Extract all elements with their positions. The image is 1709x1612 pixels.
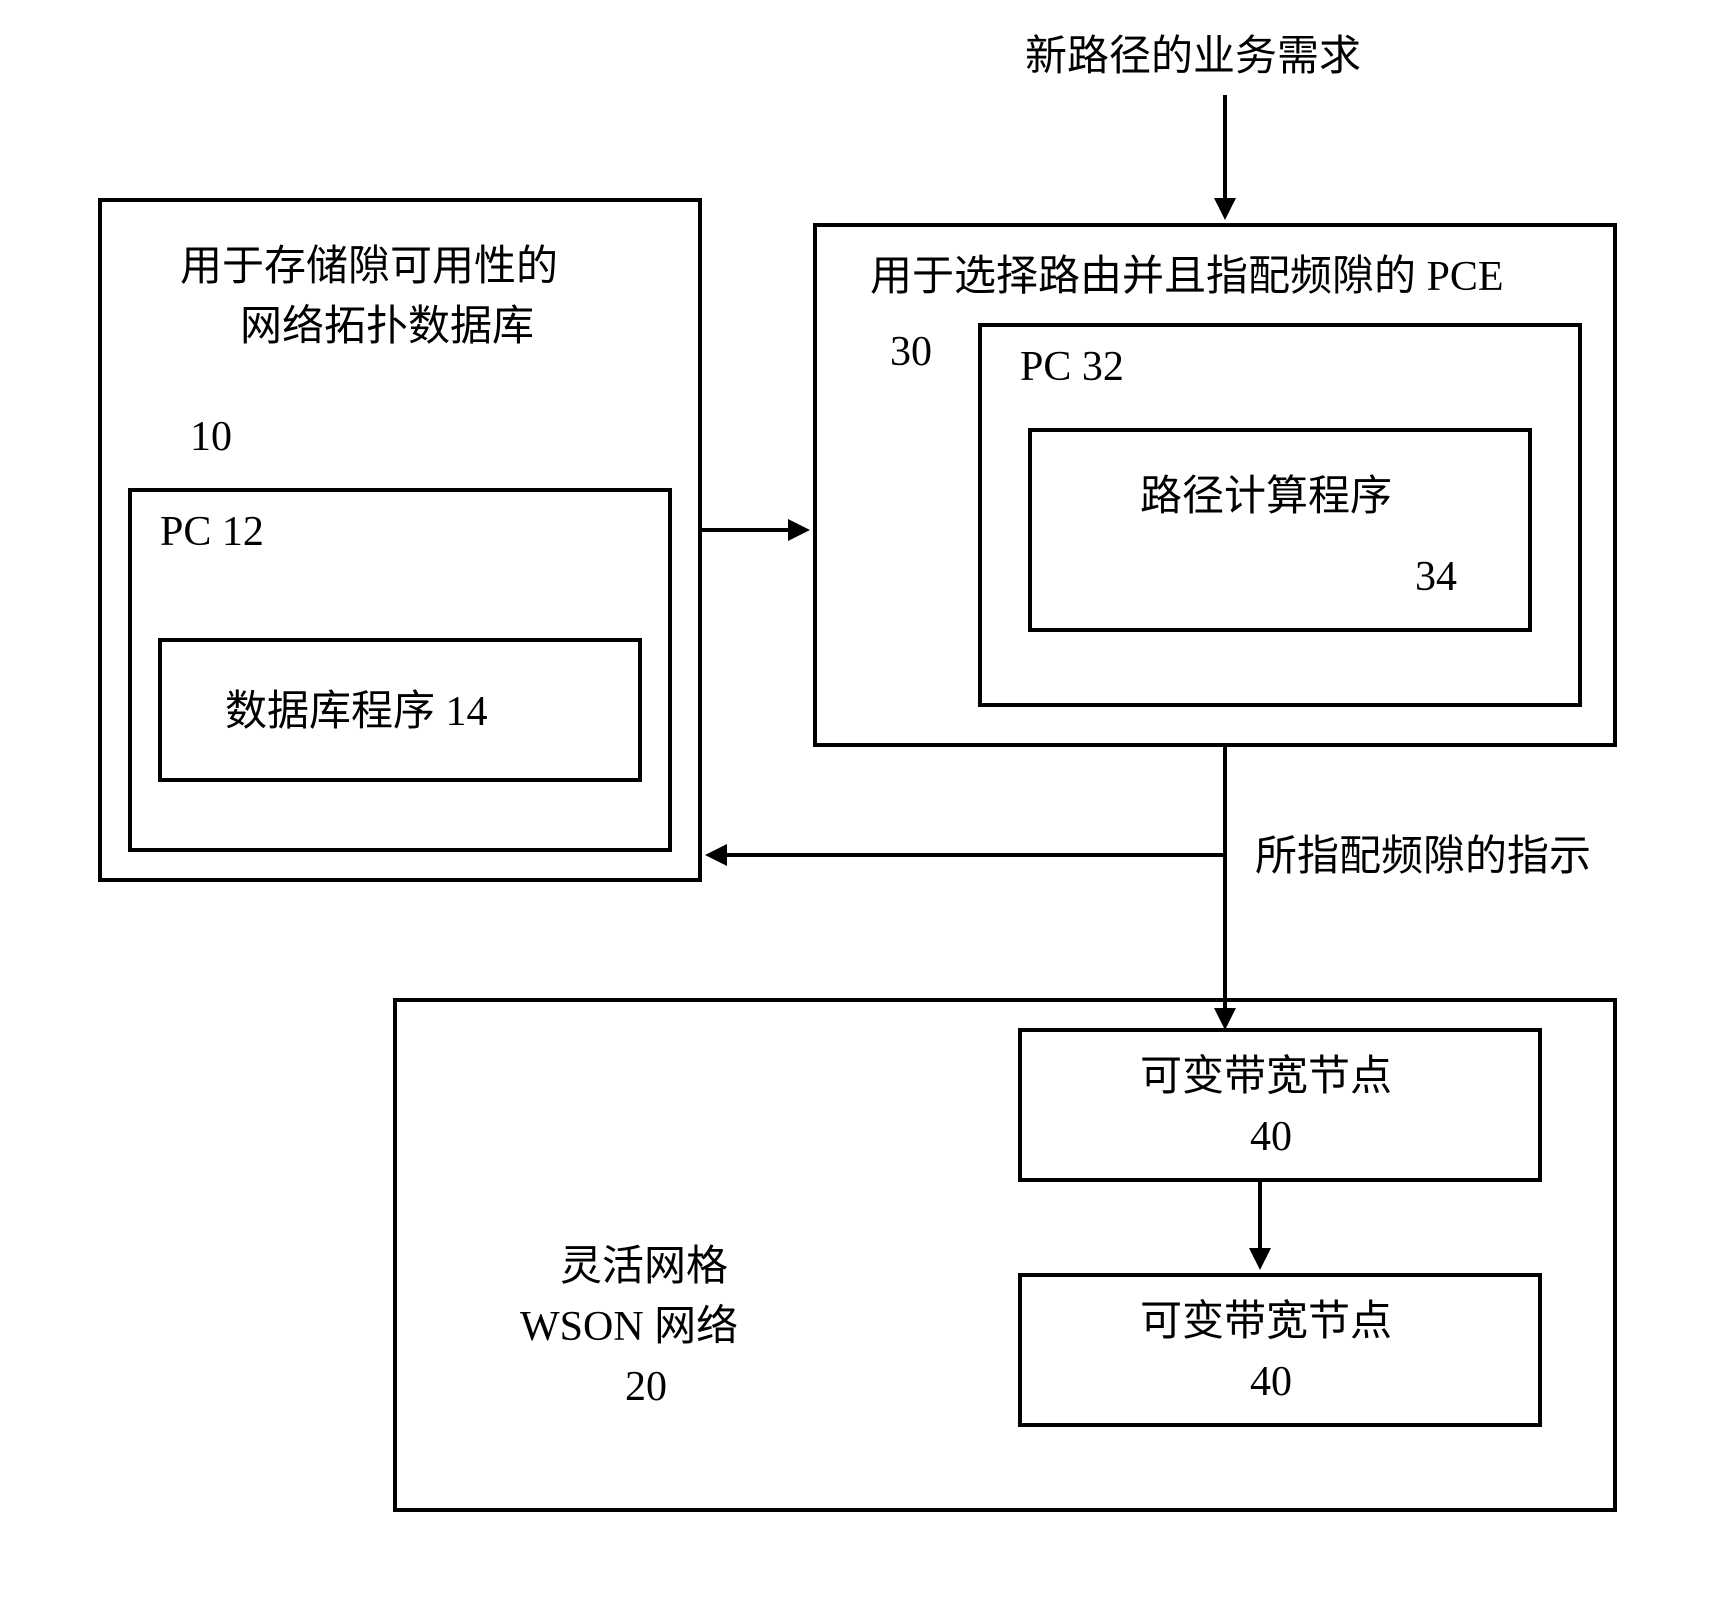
db-title-2: 网络拓扑数据库 bbox=[240, 303, 534, 350]
db-prog-label: 数据库程序 14 bbox=[225, 689, 488, 735]
pce-num: 30 bbox=[890, 329, 932, 375]
db-title-1: 用于存储隙可用性的 bbox=[180, 244, 558, 290]
wson-title-1: 灵活网格 bbox=[560, 1244, 728, 1290]
db-num: 10 bbox=[190, 414, 232, 460]
top-label: 新路径的业务需求 bbox=[1025, 34, 1361, 80]
wson-title-2: WSON 网络 bbox=[520, 1303, 738, 1350]
node1-label: 可变带宽节点 bbox=[1140, 1053, 1392, 1100]
node2-num: 40 bbox=[1250, 1359, 1292, 1405]
node1-num: 40 bbox=[1250, 1114, 1292, 1160]
db-pc-label: PC 12 bbox=[160, 509, 264, 555]
node2-label: 可变带宽节点 bbox=[1140, 1298, 1392, 1345]
pce-title: 用于选择路由并且指配频隙的 PCE bbox=[870, 254, 1504, 300]
pce-prog-label: 路径计算程序 bbox=[1140, 474, 1392, 520]
pce-prog-num: 34 bbox=[1415, 554, 1457, 600]
alloc-label: 所指配频隙的指示 bbox=[1255, 834, 1591, 880]
wson-num: 20 bbox=[625, 1364, 667, 1410]
pce-pc-label: PC 32 bbox=[1020, 344, 1124, 390]
pce-prog-box bbox=[1030, 430, 1530, 630]
